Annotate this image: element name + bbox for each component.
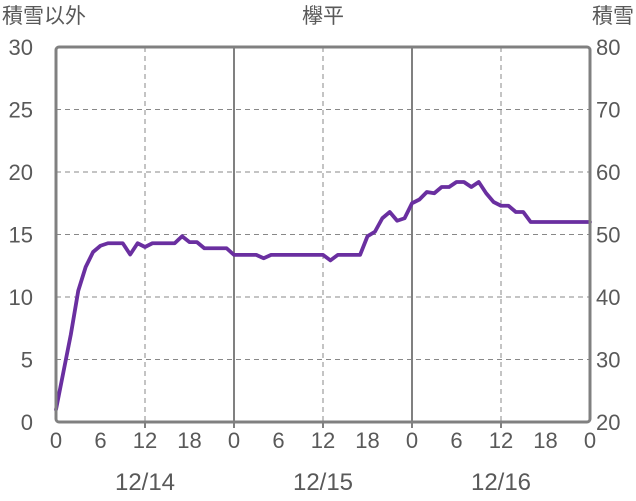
svg-text:12/16: 12/16 <box>471 469 531 496</box>
svg-text:5: 5 <box>21 348 33 373</box>
svg-text:0: 0 <box>228 428 240 453</box>
svg-text:20: 20 <box>9 160 33 185</box>
svg-text:10: 10 <box>9 285 33 310</box>
svg-text:12: 12 <box>133 428 157 453</box>
svg-text:12: 12 <box>489 428 513 453</box>
svg-text:20: 20 <box>596 410 620 435</box>
svg-text:12/15: 12/15 <box>293 469 353 496</box>
svg-text:6: 6 <box>94 428 106 453</box>
svg-text:12/14: 12/14 <box>115 469 175 496</box>
svg-text:6: 6 <box>450 428 462 453</box>
svg-text:0: 0 <box>406 428 418 453</box>
svg-text:欅平: 欅平 <box>302 5 344 28</box>
svg-text:70: 70 <box>596 98 620 123</box>
svg-text:30: 30 <box>596 348 620 373</box>
svg-text:0: 0 <box>584 428 596 453</box>
svg-text:18: 18 <box>177 428 201 453</box>
svg-text:18: 18 <box>533 428 557 453</box>
svg-text:0: 0 <box>50 428 62 453</box>
svg-text:積雪: 積雪 <box>592 5 634 28</box>
svg-text:15: 15 <box>9 223 33 248</box>
svg-text:30: 30 <box>9 35 33 60</box>
svg-text:80: 80 <box>596 35 620 60</box>
svg-text:積雪以外: 積雪以外 <box>2 5 86 28</box>
svg-text:18: 18 <box>355 428 379 453</box>
svg-text:50: 50 <box>596 223 620 248</box>
svg-text:25: 25 <box>9 98 33 123</box>
svg-text:60: 60 <box>596 160 620 185</box>
svg-text:12: 12 <box>311 428 335 453</box>
svg-text:6: 6 <box>272 428 284 453</box>
svg-text:40: 40 <box>596 285 620 310</box>
svg-text:0: 0 <box>21 410 33 435</box>
